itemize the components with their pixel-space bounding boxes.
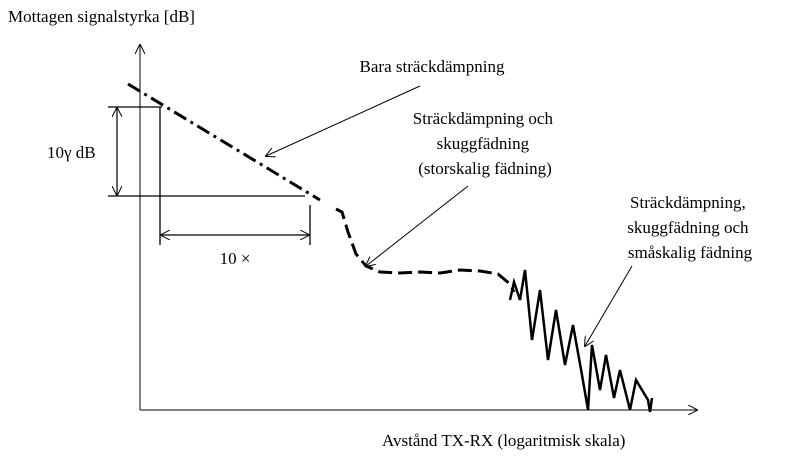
shadowing-curve — [335, 207, 516, 293]
decade-label: 10 × — [220, 249, 251, 268]
annotation-arrow — [266, 85, 421, 156]
x-axis-label: Avstånd TX-RX (logaritmisk skala) — [382, 431, 625, 450]
annotation: Sträckdämpning, skuggfädning och småskal… — [627, 193, 753, 262]
annotation-arrow — [366, 185, 469, 266]
annotation: Bara sträckdämpning — [360, 57, 505, 76]
y-axis-label: Mottagen signalstyrka [dB] — [8, 7, 195, 26]
annotation-arrow — [585, 265, 633, 346]
path-loss-curve — [127, 82, 321, 202]
fading-curve — [508, 269, 654, 413]
db-label: 10γ dB — [47, 143, 96, 162]
annotation: Sträckdämpning och skuggfädning (storska… — [413, 109, 557, 178]
